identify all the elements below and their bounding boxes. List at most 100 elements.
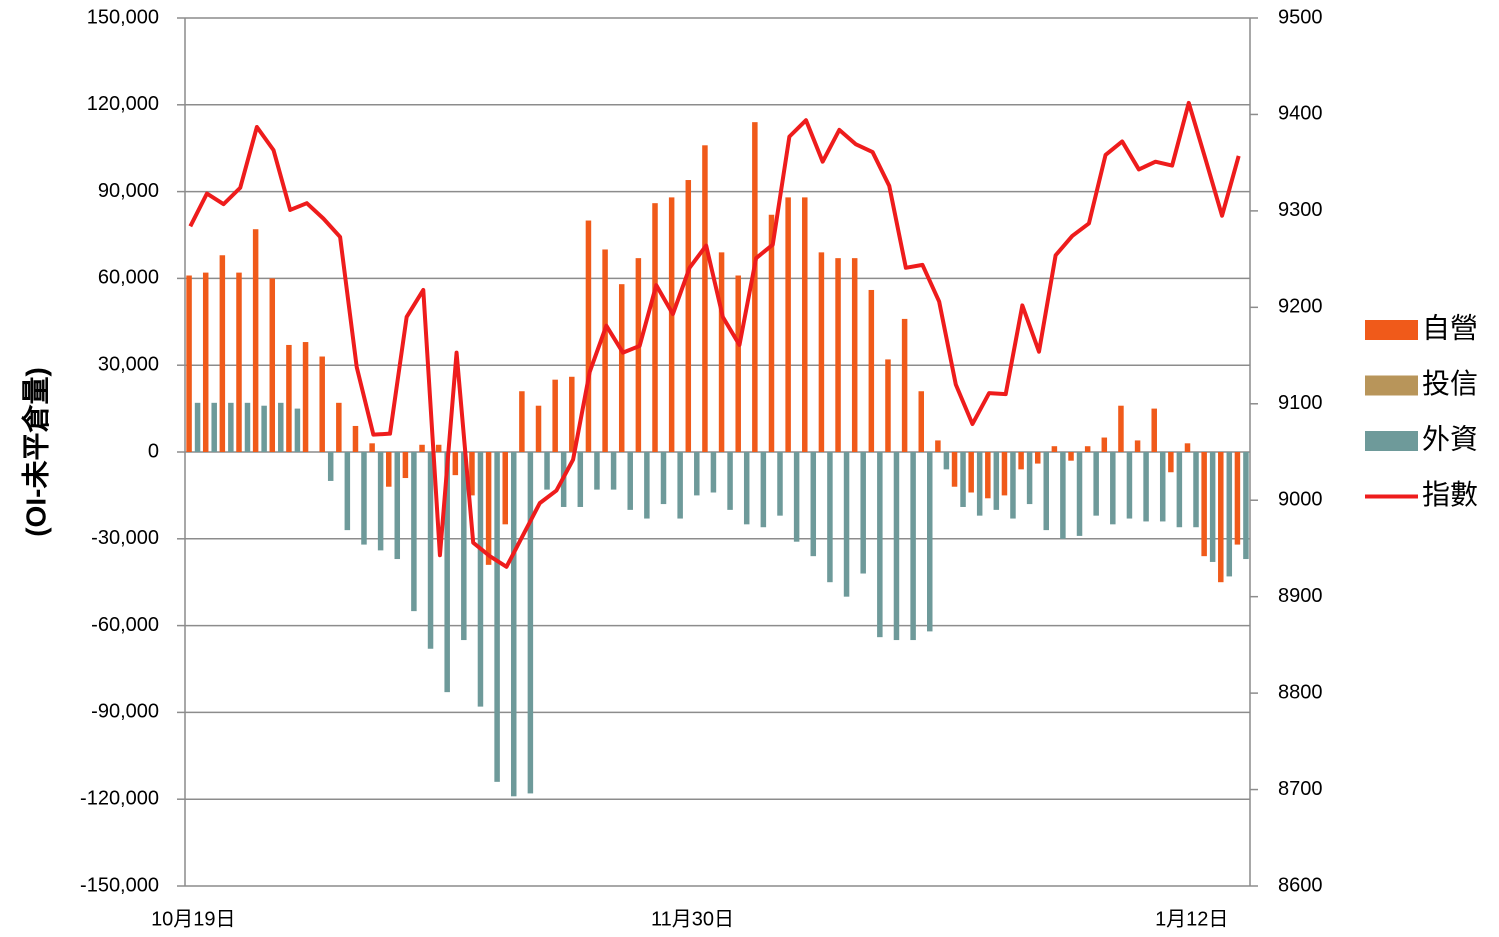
legend-label: 外資 bbox=[1422, 423, 1478, 454]
bar bbox=[660, 452, 667, 505]
bar bbox=[1043, 452, 1049, 531]
bar bbox=[1234, 452, 1241, 545]
bar bbox=[1134, 440, 1141, 452]
bar bbox=[519, 391, 525, 452]
bar bbox=[1084, 446, 1091, 452]
bar bbox=[951, 452, 958, 487]
bar bbox=[743, 452, 750, 525]
bar bbox=[427, 452, 434, 649]
bar bbox=[344, 452, 351, 531]
y-tick-label: -150,000 bbox=[80, 874, 159, 896]
y-tick-label: 0 bbox=[148, 440, 159, 462]
bar bbox=[1168, 452, 1174, 473]
y2-tick-label: 8800 bbox=[1278, 681, 1323, 703]
bar bbox=[502, 452, 508, 525]
y2-tick-label: 8700 bbox=[1278, 778, 1323, 800]
legend-swatch bbox=[1365, 431, 1418, 451]
bar bbox=[1176, 452, 1183, 528]
bar bbox=[1159, 452, 1166, 522]
bar bbox=[1093, 452, 1099, 516]
bar bbox=[694, 452, 700, 496]
bar bbox=[1018, 452, 1024, 470]
bar bbox=[668, 197, 675, 452]
bar bbox=[1218, 452, 1224, 583]
bar bbox=[452, 452, 459, 476]
bar bbox=[943, 452, 950, 470]
bar bbox=[1010, 452, 1016, 519]
y-tick-label: 90,000 bbox=[98, 180, 159, 202]
bar bbox=[1051, 446, 1058, 452]
bar bbox=[1243, 452, 1249, 560]
bar bbox=[768, 214, 775, 452]
bar bbox=[194, 402, 201, 452]
bar bbox=[1034, 452, 1041, 464]
bar bbox=[785, 197, 791, 452]
legend-swatch bbox=[1365, 375, 1418, 396]
bar bbox=[469, 452, 475, 496]
bar bbox=[211, 402, 217, 452]
y2-tick-label: 9100 bbox=[1278, 392, 1323, 414]
bar bbox=[976, 452, 983, 516]
bar bbox=[1060, 452, 1066, 539]
bar bbox=[760, 452, 767, 528]
bar bbox=[777, 452, 783, 516]
bar bbox=[411, 452, 417, 612]
legend-label: 指數 bbox=[1422, 479, 1478, 510]
bar bbox=[993, 452, 1000, 510]
x-tick-label: 11月30日 bbox=[651, 908, 734, 930]
y2-tick-label: 8600 bbox=[1278, 874, 1323, 896]
bar bbox=[960, 452, 966, 507]
bar bbox=[877, 452, 883, 638]
bar bbox=[527, 452, 534, 794]
bar bbox=[835, 258, 841, 452]
legend-swatch bbox=[1365, 320, 1418, 340]
bar bbox=[352, 425, 359, 452]
bar bbox=[1026, 452, 1033, 505]
bar bbox=[336, 402, 342, 452]
bar bbox=[627, 452, 633, 510]
y-tick-label: -120,000 bbox=[80, 787, 159, 809]
bar bbox=[644, 452, 650, 519]
bar bbox=[1209, 452, 1216, 562]
bar bbox=[552, 379, 558, 452]
bar bbox=[710, 452, 717, 493]
bar bbox=[718, 252, 725, 452]
y2-tick-label: 9400 bbox=[1278, 103, 1323, 125]
bar bbox=[1076, 452, 1083, 536]
bar bbox=[1193, 452, 1199, 528]
bar bbox=[269, 278, 276, 452]
bar bbox=[544, 452, 550, 490]
bar bbox=[918, 391, 925, 452]
y-tick-label: -60,000 bbox=[91, 614, 159, 636]
bar bbox=[827, 452, 833, 583]
bar bbox=[610, 452, 617, 490]
bar bbox=[635, 258, 642, 452]
bar bbox=[752, 122, 758, 452]
bar bbox=[851, 258, 858, 452]
bar bbox=[602, 249, 608, 452]
y2-tick-label: 8900 bbox=[1278, 585, 1323, 607]
legend-label: 投信 bbox=[1422, 368, 1478, 399]
bar bbox=[219, 255, 226, 452]
bar bbox=[594, 452, 600, 490]
bar bbox=[510, 452, 517, 797]
bar bbox=[843, 452, 850, 597]
bar bbox=[577, 452, 584, 507]
bar bbox=[244, 402, 251, 452]
bar bbox=[1118, 405, 1124, 452]
bar bbox=[1068, 452, 1074, 461]
legend-label: 自營 bbox=[1422, 312, 1478, 343]
bar bbox=[735, 275, 741, 452]
bar bbox=[477, 452, 484, 707]
bar bbox=[1151, 408, 1157, 452]
bar bbox=[535, 405, 542, 452]
x-tick-label: 1月12日 bbox=[1155, 908, 1228, 930]
bar bbox=[893, 452, 900, 641]
bar bbox=[202, 272, 209, 452]
y2-tick-label: 9500 bbox=[1278, 6, 1323, 28]
bar bbox=[901, 318, 908, 452]
bar bbox=[461, 452, 467, 641]
index-line bbox=[188, 100, 1241, 569]
y-tick-label: -90,000 bbox=[91, 701, 159, 723]
